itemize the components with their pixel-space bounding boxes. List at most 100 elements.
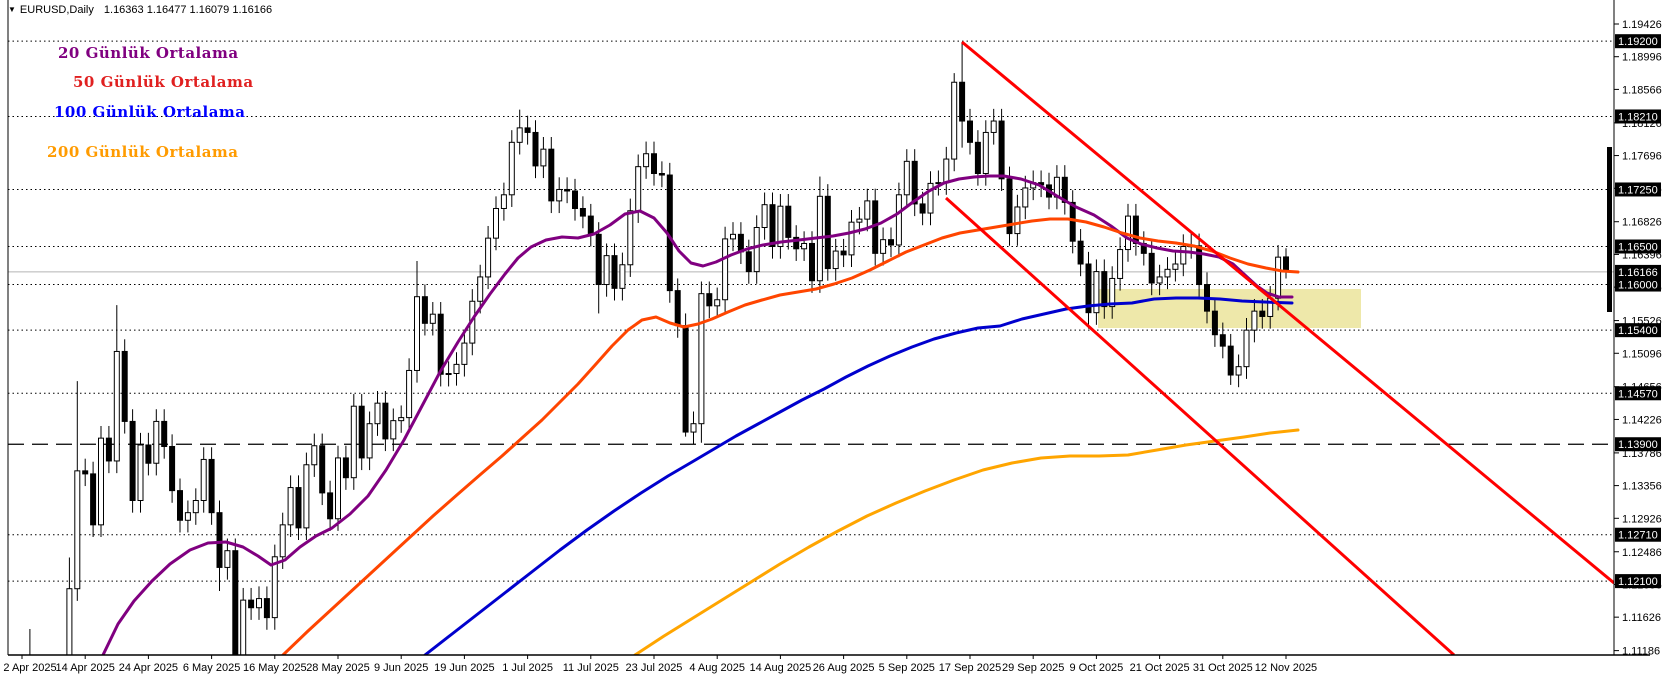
candle	[327, 480, 334, 531]
candle	[951, 73, 958, 172]
y-axis: 1.194261.189961.185661.181261.176961.172…	[1614, 19, 1662, 658]
candle	[445, 361, 452, 387]
x-tick-label: 2 Apr 2025	[3, 662, 56, 674]
svg-text:1.13900: 1.13900	[1618, 439, 1658, 451]
candle	[832, 238, 839, 281]
candle	[311, 433, 318, 477]
y-tick-label: 1.12486	[1622, 547, 1662, 559]
candle	[1164, 257, 1171, 290]
candles	[29, 41, 1289, 655]
candle	[524, 115, 531, 145]
symbol-dropdown-icon[interactable]: ▼	[8, 5, 16, 14]
candle	[1211, 298, 1218, 347]
y-tick-label: 1.11186	[1622, 646, 1660, 658]
candle	[406, 358, 413, 430]
candle	[82, 458, 89, 487]
candle	[714, 287, 721, 318]
candle	[658, 161, 665, 188]
candle	[888, 227, 894, 258]
candle	[414, 260, 420, 383]
candle	[461, 330, 468, 377]
candle	[895, 182, 902, 258]
svg-text:1.12100: 1.12100	[1618, 576, 1658, 588]
candle	[374, 390, 381, 436]
x-tick-label: 28 May 2025	[306, 662, 370, 674]
price-badge: 1.13900	[1615, 437, 1661, 452]
ma50-line	[281, 217, 1300, 655]
axis-range-marker	[1607, 147, 1612, 312]
candle	[816, 176, 823, 293]
candle	[998, 108, 1005, 191]
price-badge: 1.16500	[1615, 239, 1661, 254]
x-tick-label: 5 Sep 2025	[879, 662, 935, 674]
legend-item-ma100: 100 Günlük Ortalama	[54, 103, 246, 121]
x-tick-label: 17 Sep 2025	[939, 662, 1001, 674]
x-tick-label: 9 Oct 2025	[1069, 662, 1123, 674]
price-badge: 1.15400	[1615, 323, 1661, 338]
candle	[801, 231, 808, 261]
candle	[722, 226, 729, 312]
trendline-downtrend-lower[interactable]	[944, 196, 1456, 655]
candle	[864, 188, 871, 232]
x-tick-label: 1 Jul 2025	[502, 662, 553, 674]
candle	[477, 264, 484, 314]
candle	[342, 445, 349, 490]
candle	[1148, 241, 1155, 296]
legend-item-ma20: 20 Günlük Ortalama	[58, 44, 239, 62]
legend-item-ma200: 200 Günlük Ortalama	[47, 143, 239, 161]
x-tick-label: 11 Jul 2025	[563, 662, 619, 674]
candle	[1093, 259, 1100, 325]
trendline-downtrend-upper[interactable]	[961, 40, 1614, 585]
candle	[1132, 203, 1139, 256]
candle	[153, 409, 160, 476]
candle	[1227, 333, 1234, 385]
candle	[1101, 259, 1108, 319]
candle	[350, 394, 357, 490]
candle	[382, 390, 389, 452]
candle	[824, 184, 831, 281]
x-tick-label: 29 Sep 2025	[1002, 662, 1064, 674]
candle	[730, 222, 736, 252]
candle	[500, 182, 507, 221]
x-tick-label: 24 Apr 2025	[119, 662, 178, 674]
candle	[911, 149, 918, 217]
svg-text:1.17250: 1.17250	[1618, 184, 1658, 196]
candle	[224, 538, 231, 580]
candle	[769, 192, 776, 259]
candle	[943, 146, 950, 195]
candle	[390, 408, 397, 452]
x-tick-label: 23 Jul 2025	[626, 662, 683, 674]
candle	[903, 149, 910, 207]
price-badge: 1.16000	[1615, 277, 1661, 292]
candle	[959, 41, 966, 148]
candle	[1077, 229, 1084, 277]
candle	[137, 432, 144, 513]
price-badge: 1.12100	[1615, 574, 1661, 589]
candle	[295, 475, 302, 541]
candle	[1053, 165, 1060, 210]
y-tick-label: 1.15096	[1622, 348, 1662, 360]
candle	[603, 243, 610, 297]
svg-text:1.19200: 1.19200	[1618, 36, 1658, 48]
candle	[98, 425, 104, 538]
candle	[74, 381, 81, 601]
price-badge: 1.18210	[1615, 109, 1661, 124]
candle	[737, 222, 744, 264]
x-tick-label: 12 Nov 2025	[1255, 662, 1317, 674]
x-tick-label: 14 Apr 2025	[56, 662, 115, 674]
symbol-title: EURUSD,Daily	[19, 4, 94, 16]
candle	[587, 203, 594, 247]
support-zone[interactable]	[1098, 289, 1361, 328]
candle	[216, 500, 223, 591]
candle	[177, 478, 183, 533]
candle	[1061, 165, 1068, 215]
x-tick-label: 26 Aug 2025	[813, 662, 875, 674]
candle	[129, 409, 136, 513]
ma20-line	[101, 174, 1294, 655]
candle	[263, 586, 270, 630]
candle	[532, 120, 539, 179]
candle	[90, 461, 97, 538]
candle	[611, 243, 618, 301]
candle	[493, 196, 499, 251]
